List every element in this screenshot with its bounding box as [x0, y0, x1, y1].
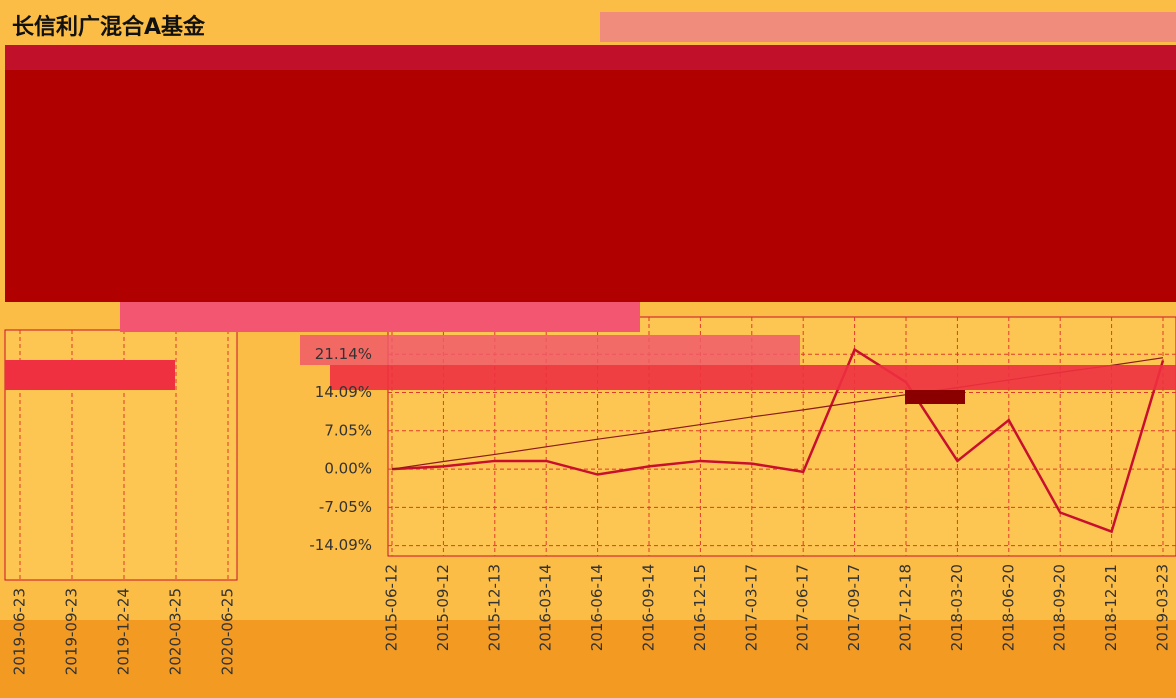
x-tick-label: 2019-03-23: [1154, 564, 1172, 651]
glitch-strip: [5, 360, 175, 390]
x-tick-label: 2019-12-24: [115, 588, 133, 675]
x-tick-label: 2015-06-12: [383, 564, 401, 651]
x-tick-label: 2017-09-17: [845, 564, 863, 651]
x-tick-label: 2017-12-18: [897, 564, 915, 651]
x-tick-label: 2016-09-14: [640, 564, 658, 651]
glitch-strip: [5, 45, 1176, 70]
chart-title: 长信利广混合A基金: [12, 14, 206, 40]
x-tick-label: 2020-06-25: [219, 588, 237, 675]
x-tick-label: 2019-06-23: [11, 588, 29, 675]
page: {"title": "长信利广混合A基金", "chart_data": [ {…: [0, 0, 1176, 698]
x-tick-label: 2019-09-23: [63, 588, 81, 675]
glitch-strip: [300, 335, 800, 365]
x-tick-label: 2015-12-13: [485, 564, 503, 651]
x-tick-label: 2018-03-20: [948, 564, 966, 651]
y-tick-label: 21.14%: [315, 345, 372, 363]
x-tick-label: 2016-03-14: [537, 564, 555, 651]
glitch-block: [5, 70, 1176, 302]
glitch-strip: [600, 12, 1176, 42]
x-tick-label: 2016-06-14: [588, 564, 606, 651]
x-tick-label: 2020-03-25: [167, 588, 185, 675]
y-tick-label: -14.09%: [309, 536, 372, 554]
x-tick-label: 2018-09-20: [1051, 564, 1069, 651]
y-tick-label: 0.00%: [324, 460, 372, 478]
x-tick-label: 2018-12-21: [1102, 564, 1120, 651]
y-tick-label: 14.09%: [315, 383, 372, 401]
x-tick-label: 2018-06-20: [999, 564, 1017, 651]
chart: 长信利广混合A基金 21.14% 14.09% 7.05% 0.00% -7.05% -1…: [0, 0, 1176, 698]
y-tick-label: -7.05%: [319, 498, 372, 516]
x-tick-label: 2016-12-15: [691, 564, 709, 651]
y-tick-label: 7.05%: [324, 421, 372, 439]
x-tick-label: 2017-03-17: [742, 564, 760, 651]
glitch-strip: [330, 365, 1176, 390]
glitch-strip: [120, 302, 640, 332]
glitch-strip: [905, 390, 965, 404]
x-tick-label: 2015-09-12: [434, 564, 452, 651]
x-tick-label: 2017-06-17: [794, 564, 812, 651]
